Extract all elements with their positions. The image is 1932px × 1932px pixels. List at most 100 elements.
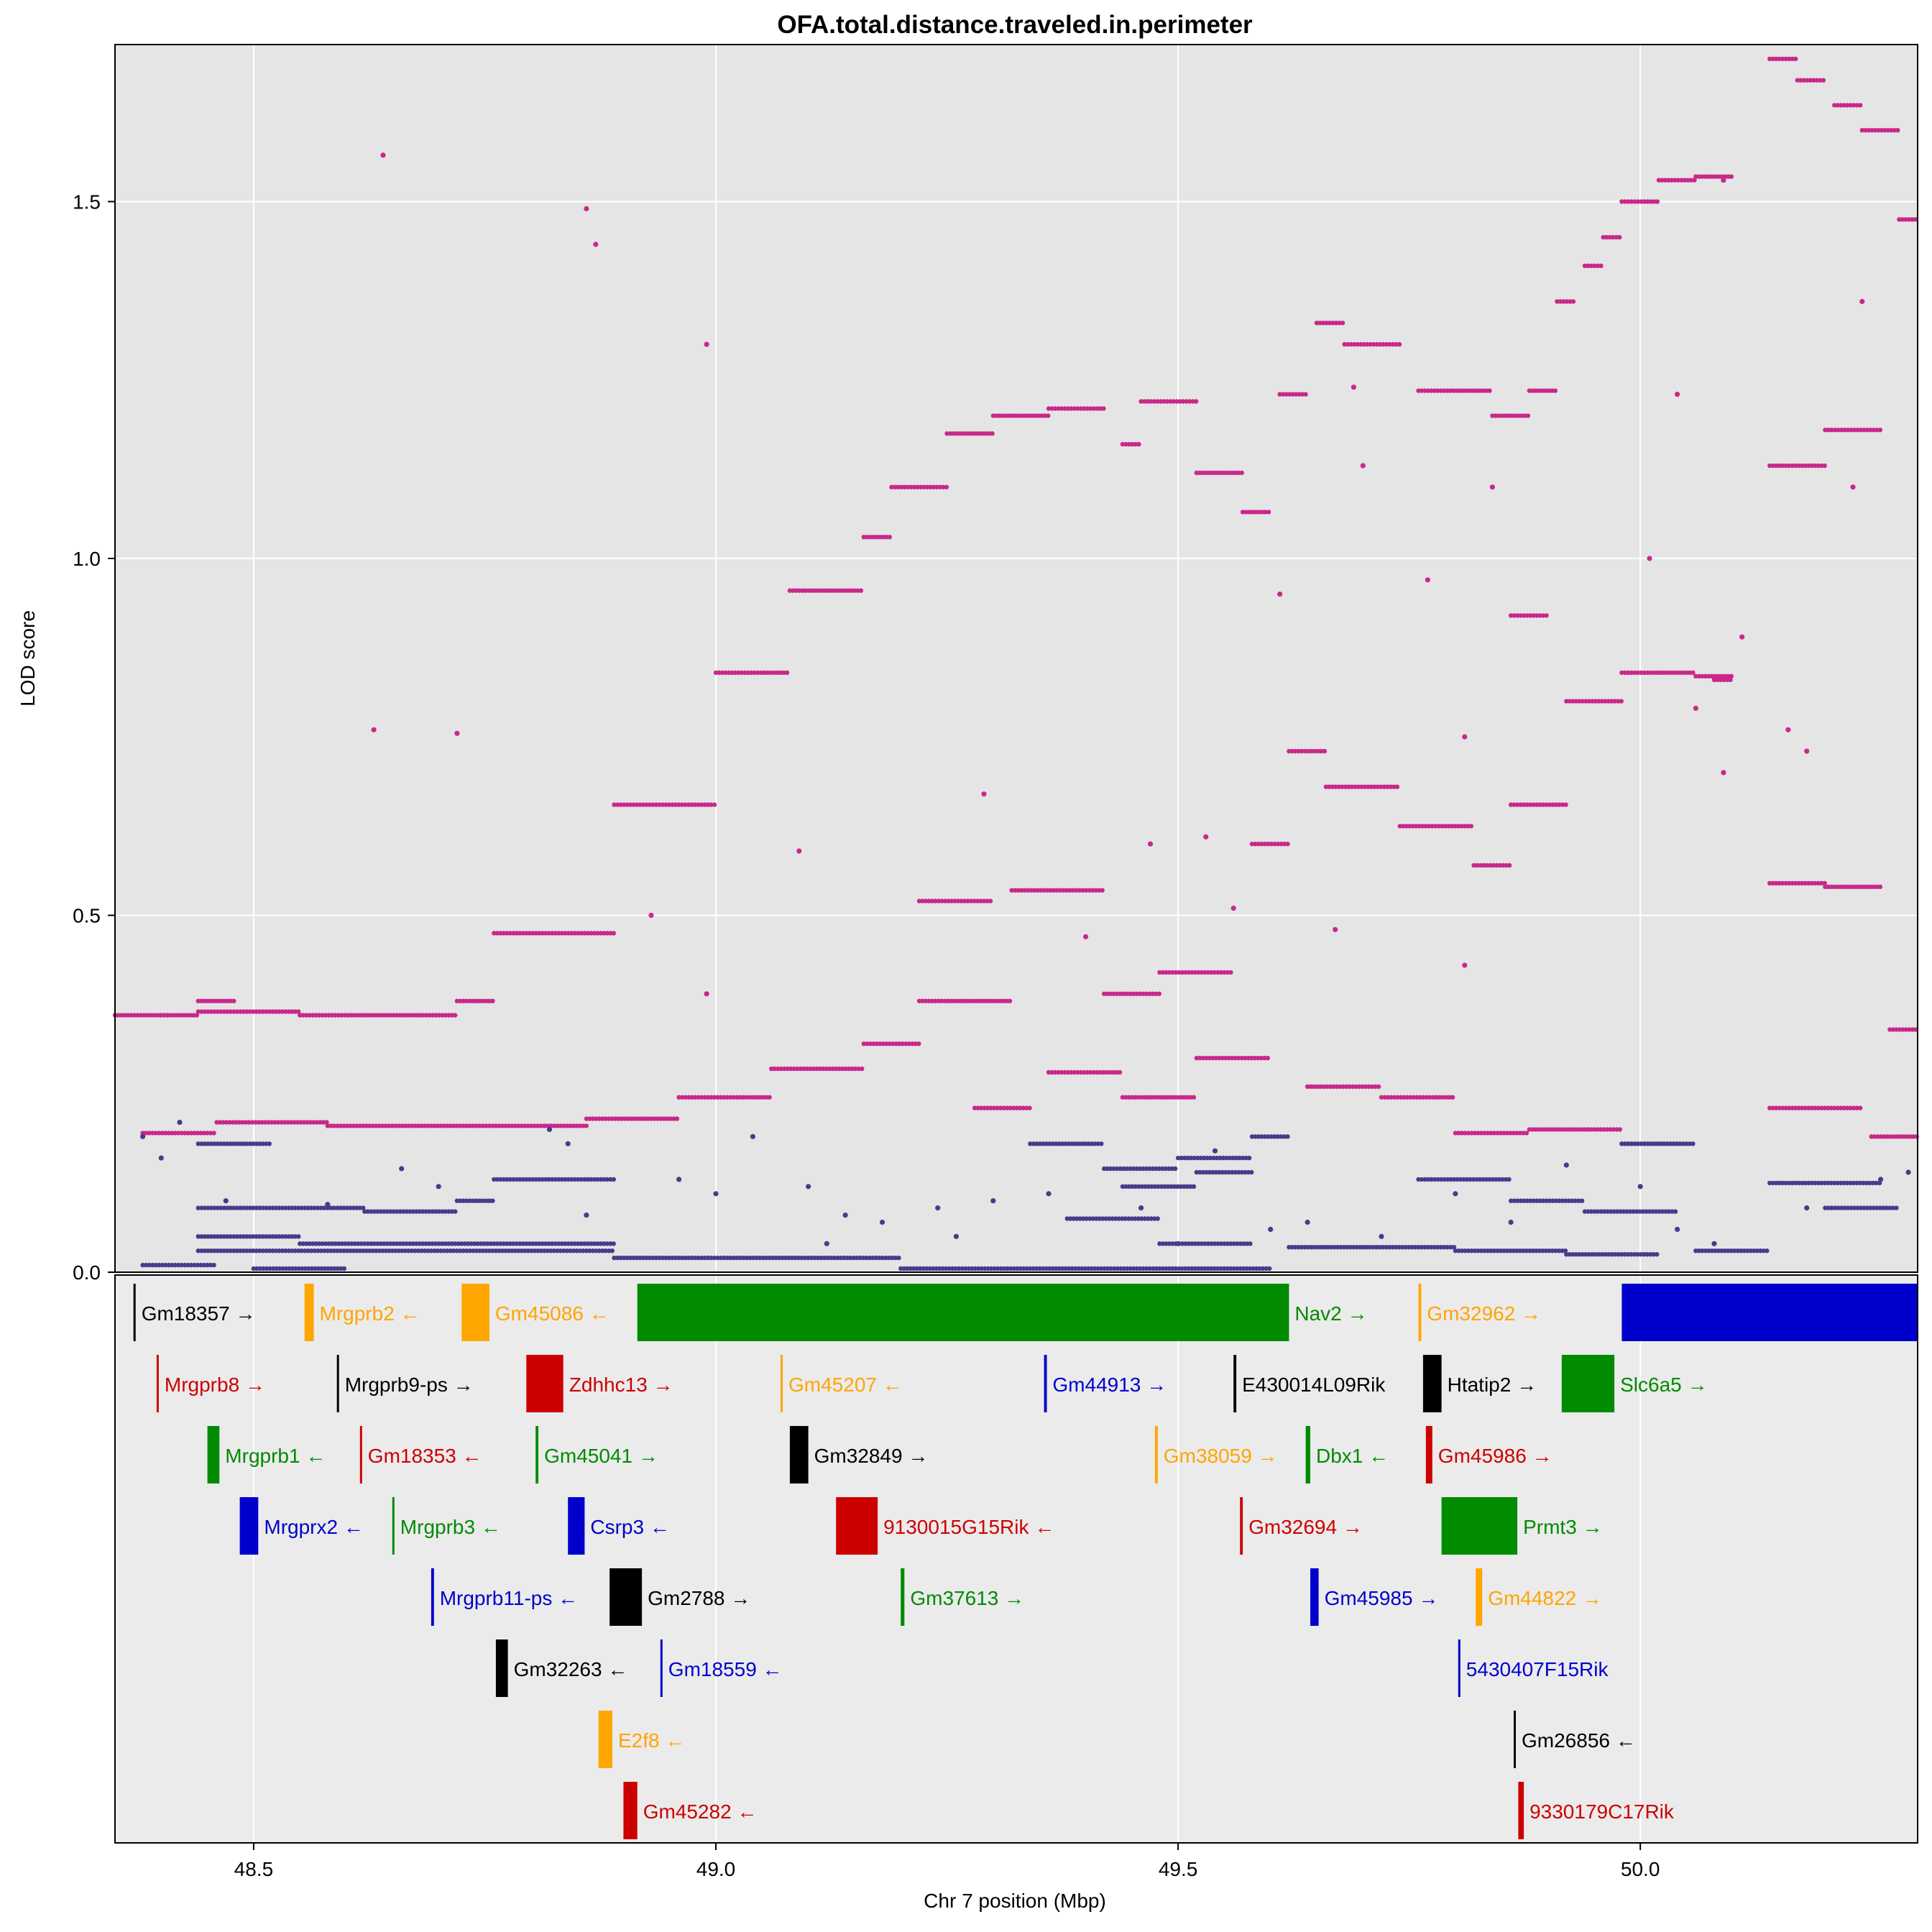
- lod-point: [453, 1209, 458, 1214]
- lod-point: [520, 1241, 525, 1246]
- lod-point: [590, 1116, 596, 1121]
- lod-point: [564, 1123, 569, 1128]
- lod-point: [153, 1262, 158, 1268]
- gene-bar: [239, 1497, 259, 1555]
- lod-point: [1194, 1169, 1200, 1175]
- lod-point: [590, 1248, 595, 1254]
- lod-point: [1675, 178, 1681, 183]
- lod-point: [964, 431, 969, 436]
- lod-point: [990, 431, 995, 436]
- lod-point: [985, 1105, 990, 1110]
- lod-point-0-4: [371, 727, 377, 732]
- lod-point: [1655, 670, 1660, 676]
- lod-point: [942, 898, 948, 903]
- lod-run-0-7: [612, 802, 717, 807]
- lod-point: [821, 1066, 826, 1072]
- lod-run-0-48: [1287, 748, 1328, 754]
- lod-point: [1858, 1205, 1864, 1210]
- lod-point: [1317, 1084, 1323, 1090]
- lod-point: [959, 998, 964, 1003]
- lod-point: [1626, 670, 1631, 676]
- lod-point: [1482, 1131, 1487, 1136]
- lod-point: [1461, 1177, 1466, 1182]
- lod-point: [1110, 1216, 1115, 1221]
- lod-point: [417, 1209, 422, 1214]
- lod-point: [1879, 128, 1884, 133]
- lod-point: [1790, 880, 1795, 886]
- lod-point: [1280, 392, 1286, 397]
- lod-point: [1508, 1198, 1514, 1203]
- lod-point: [1842, 1205, 1847, 1210]
- lod-point: [1780, 56, 1785, 62]
- lod-point: [1065, 406, 1071, 411]
- lod-point: [566, 1241, 571, 1246]
- lod-point: [1306, 1245, 1311, 1250]
- lod-point: [924, 484, 930, 489]
- lod-point: [292, 1120, 297, 1125]
- lod-point: [1487, 388, 1492, 393]
- lod-point: [763, 1095, 769, 1100]
- lod-point: [723, 670, 728, 676]
- lod-point: [1732, 1248, 1737, 1254]
- lod-point: [931, 484, 937, 489]
- lod-point: [1031, 888, 1037, 893]
- lod-point: [260, 1248, 265, 1254]
- gene-label: Gm44913 →: [1052, 1374, 1167, 1396]
- lod-point: [1669, 178, 1675, 183]
- gene-label: Mrgprx2 ←: [264, 1516, 363, 1538]
- lod-point: [212, 1234, 217, 1239]
- lod-run-1-13: [1249, 1134, 1290, 1139]
- lod-point: [1474, 388, 1479, 393]
- lod-point-1-25: [1508, 1219, 1514, 1225]
- lod-point: [1503, 1177, 1509, 1182]
- lod-point: [172, 1013, 177, 1018]
- lod-point: [206, 1205, 211, 1210]
- lod-point: [972, 1105, 978, 1110]
- lod-point: [757, 1095, 763, 1100]
- gene-label: Gm32694 →: [1248, 1516, 1363, 1538]
- lod-point: [776, 1255, 782, 1261]
- lod-point: [858, 588, 864, 593]
- lod-point: [228, 998, 233, 1003]
- lod-point: [1095, 406, 1100, 411]
- lod-point: [1808, 78, 1813, 83]
- gene-bar: [610, 1568, 643, 1626]
- lod-point: [946, 998, 951, 1003]
- lod-point: [1303, 392, 1308, 397]
- lod-point: [886, 1255, 892, 1261]
- lod-point: [1793, 463, 1798, 469]
- lod-point: [1616, 1252, 1621, 1257]
- lod-point: [1233, 1055, 1238, 1061]
- lod-point: [1658, 1141, 1663, 1146]
- lod-point: [847, 1255, 853, 1261]
- lod-point-0-8: [981, 791, 987, 797]
- lod-point: [1086, 1141, 1091, 1146]
- lod-point: [1894, 1205, 1899, 1210]
- lod-point: [841, 1255, 847, 1261]
- lod-point: [1568, 299, 1573, 304]
- lod-point: [1244, 1241, 1250, 1246]
- lod-run-0-55: [1693, 673, 1734, 678]
- gene-25: Gm32694 →: [1240, 1497, 1363, 1555]
- lod-run-0-31: [1767, 56, 1798, 62]
- gene-label: Nav2 →: [1294, 1302, 1367, 1325]
- lod-point: [1443, 824, 1448, 829]
- lod-point: [916, 1041, 921, 1046]
- lod-point-1-31: [1878, 1177, 1884, 1182]
- lod-point: [202, 1234, 207, 1239]
- lod-point: [1256, 510, 1261, 515]
- lod-point: [1205, 1155, 1210, 1161]
- lod-point: [722, 1095, 727, 1100]
- lod-point: [1635, 670, 1641, 676]
- lod-point: [1111, 1166, 1116, 1172]
- lod-point: [566, 1177, 571, 1182]
- lod-point: [822, 1255, 827, 1261]
- lod-point: [1875, 1134, 1880, 1139]
- lod-point: [1903, 217, 1908, 222]
- lod-point: [1325, 1245, 1330, 1250]
- gene-label: Gm2788 →: [648, 1587, 750, 1609]
- lod-point: [1845, 428, 1851, 433]
- gene-10: Gm44913 →: [1044, 1355, 1167, 1412]
- lod-point: [535, 1248, 540, 1254]
- gene-bar: [461, 1284, 489, 1341]
